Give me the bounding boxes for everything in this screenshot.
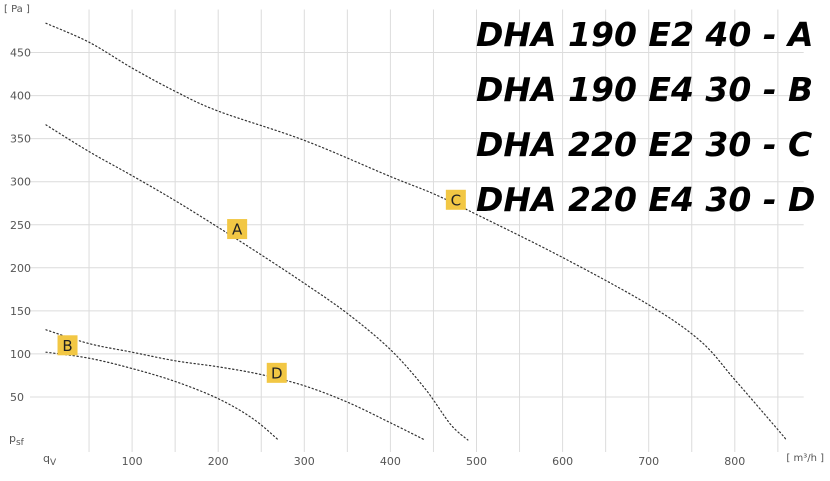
y-tick-labels: 50 100 150 200 250 300 350 400 450 bbox=[10, 47, 31, 404]
series-label-box bbox=[445, 189, 466, 210]
model-legend: DHA 190 E2 40 - A DHA 190 E4 30 - B DHA … bbox=[476, 15, 815, 219]
y-tick-label: 100 bbox=[10, 348, 31, 361]
x-tick-label: 200 bbox=[208, 455, 229, 468]
x-axis-symbol-main: q bbox=[43, 452, 50, 465]
series-label-box bbox=[227, 219, 248, 240]
y-axis-symbol-sub: sf bbox=[16, 438, 25, 448]
x-tick-label: 700 bbox=[638, 455, 659, 468]
series-label-box bbox=[57, 335, 78, 356]
curve-b bbox=[45, 351, 280, 441]
x-tick-label: 600 bbox=[552, 455, 573, 468]
curve-a bbox=[45, 124, 469, 441]
series-label-c: C bbox=[445, 189, 466, 210]
x-tick-label: 300 bbox=[294, 455, 315, 468]
y-tick-label: 450 bbox=[10, 47, 31, 60]
model-line-c: DHA 220 E2 30 - C bbox=[476, 125, 812, 164]
y-axis-unit: [ Pa ] bbox=[4, 4, 30, 15]
y-axis-symbol-main: p bbox=[9, 432, 16, 445]
y-tick-label: 350 bbox=[10, 133, 31, 146]
model-line-a: DHA 190 E2 40 - A bbox=[476, 15, 814, 54]
series-label-text: A bbox=[232, 221, 243, 239]
series-label-text: C bbox=[451, 191, 461, 209]
grid-layer bbox=[30, 9, 804, 452]
x-axis-unit: [ m³/h ] bbox=[786, 453, 824, 464]
y-tick-label: 150 bbox=[10, 305, 31, 318]
x-tick-labels: 100 200 300 400 500 600 700 800 bbox=[122, 455, 746, 468]
curve-d bbox=[45, 329, 426, 441]
series-label-text: D bbox=[271, 364, 283, 382]
x-tick-label: 400 bbox=[380, 455, 401, 468]
series-label-b: B bbox=[57, 335, 78, 356]
series-label-d: D bbox=[266, 362, 287, 383]
x-tick-label: 800 bbox=[724, 455, 745, 468]
x-axis-symbol-sub: V bbox=[50, 458, 57, 468]
curve-c bbox=[45, 22, 788, 441]
x-tick-label: 500 bbox=[466, 455, 487, 468]
series-label-box bbox=[266, 362, 287, 383]
y-tick-label: 300 bbox=[10, 176, 31, 189]
model-line-d: DHA 220 E4 30 - D bbox=[476, 180, 815, 219]
x-tick-label: 100 bbox=[122, 455, 143, 468]
y-tick-label: 200 bbox=[10, 262, 31, 275]
model-line-b: DHA 190 E4 30 - B bbox=[476, 70, 813, 109]
y-axis-symbol: psf bbox=[9, 432, 25, 448]
y-tick-label: 50 bbox=[10, 391, 24, 404]
y-tick-label: 250 bbox=[10, 219, 31, 232]
series-label-text: B bbox=[62, 337, 72, 355]
series-curves bbox=[45, 22, 788, 441]
series-label-a: A bbox=[227, 219, 248, 240]
y-tick-label: 400 bbox=[10, 90, 31, 103]
x-axis-symbol: qV bbox=[43, 452, 57, 468]
series-labels: A B C D bbox=[57, 189, 466, 383]
